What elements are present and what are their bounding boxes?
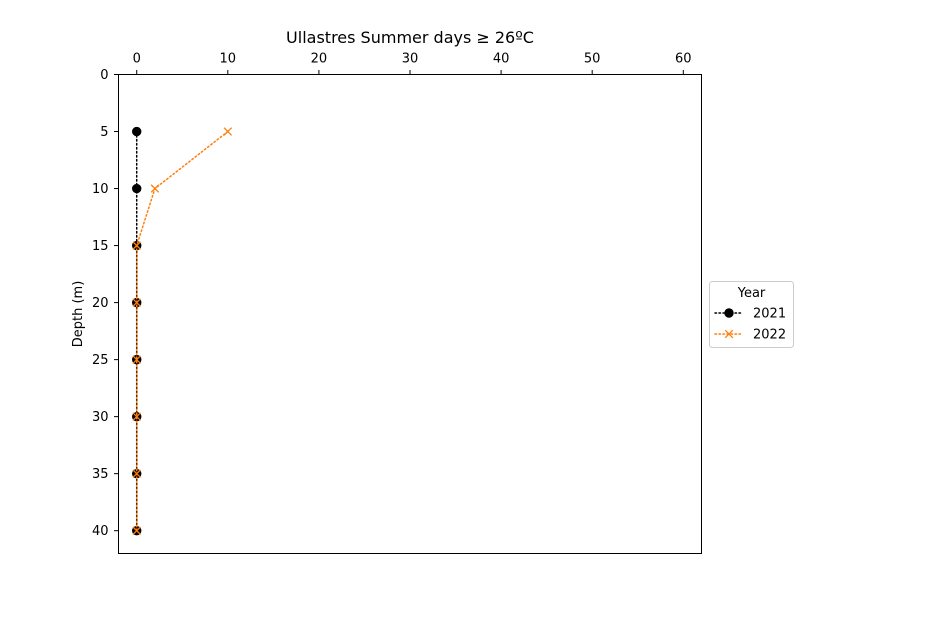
legend-label: 2022 — [753, 328, 786, 343]
y-tick-label: 5 — [100, 125, 108, 140]
data-point — [132, 183, 142, 194]
legend-marker — [724, 329, 734, 339]
y-tick-label: 30 — [92, 410, 109, 425]
y-axis-ticks: 0 5 10 15 20 25 30 35 40 — [92, 68, 119, 539]
x-tick-label: 30 — [402, 52, 419, 67]
y-tick-label: 20 — [92, 296, 109, 311]
y-tick-label: 15 — [92, 239, 109, 254]
y-tick-label: 35 — [92, 467, 109, 482]
legend: Year 2021 2022 — [709, 281, 794, 348]
chart-title: Ullastres Summer days ≥ 26ºC — [286, 28, 534, 47]
data-point — [223, 127, 233, 136]
series-line — [135, 130, 229, 532]
legend-entry-2022: 2022 — [714, 328, 786, 343]
legend-entry-2021: 2021 — [714, 307, 786, 322]
y-tick-label: 10 — [92, 182, 109, 197]
x-marker-stroke — [724, 329, 734, 339]
data-point — [132, 126, 142, 137]
data-point — [132, 355, 141, 364]
x-marker-stroke — [223, 127, 233, 136]
data-point — [132, 298, 141, 307]
series-2022 — [132, 127, 233, 535]
x-marker-stroke — [132, 355, 141, 364]
y-axis-label: Depth (m) — [71, 281, 86, 348]
data-point — [150, 184, 160, 193]
plot-frame — [118, 74, 702, 554]
x-marker-stroke — [150, 184, 160, 193]
x-tick-label: 0 — [133, 52, 141, 67]
x-tick-label: 20 — [311, 52, 328, 67]
x-tick-label: 10 — [220, 52, 237, 67]
series-layer — [132, 126, 233, 536]
y-tick-label: 40 — [92, 524, 109, 539]
data-point — [132, 526, 141, 535]
y-tick-label: 25 — [92, 353, 109, 368]
x-tick-label: 60 — [675, 52, 692, 67]
x-marker-stroke — [132, 412, 141, 421]
x-marker-stroke — [132, 298, 141, 307]
legend-box — [709, 281, 794, 348]
x-tick-label: 40 — [493, 52, 510, 67]
legend-title: Year — [737, 286, 766, 301]
x-marker-stroke — [132, 526, 141, 535]
data-point — [132, 412, 141, 421]
legend-entries: 2021 2022 — [714, 307, 786, 343]
data-point — [132, 469, 141, 478]
y-tick-label: 0 — [100, 68, 108, 83]
data-point — [132, 241, 141, 250]
legend-marker — [724, 308, 734, 318]
x-axis-ticks: 0 10 20 30 40 50 60 — [133, 52, 692, 75]
legend-label: 2021 — [753, 307, 786, 322]
x-marker-stroke — [132, 241, 141, 250]
x-tick-label: 50 — [584, 52, 601, 67]
x-marker-stroke — [132, 469, 141, 478]
